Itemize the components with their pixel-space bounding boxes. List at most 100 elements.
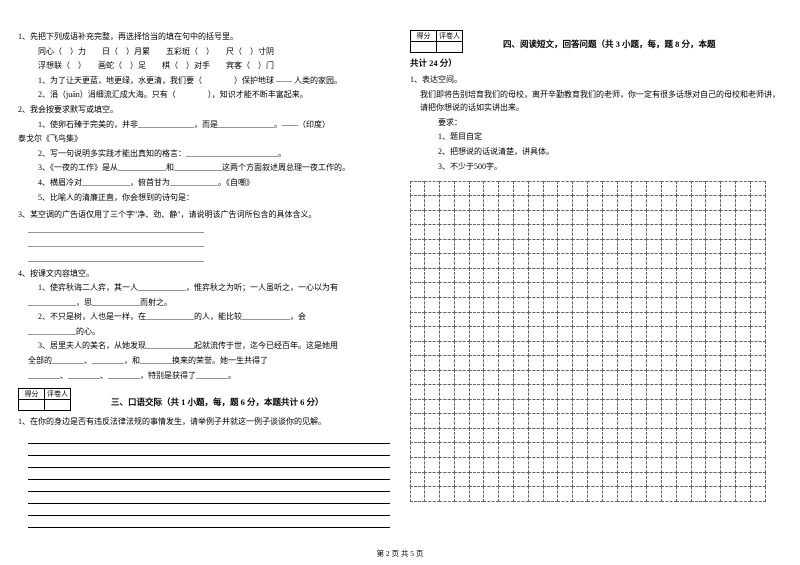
score-header-col2: 评卷人 [437,31,463,42]
grid-cell [587,268,603,284]
grid-cell [720,312,736,328]
grid-cell [646,370,662,386]
grid-cell [572,210,588,226]
grid-cell [631,253,647,269]
q3-b3: ________________________________________… [18,252,390,266]
grid-cell [543,355,559,371]
grid-cell [557,312,573,328]
grid-cell [720,472,736,488]
grid-cell [439,457,455,473]
grid-cell [676,239,692,255]
grid-cell [661,355,677,371]
grid-cell [631,282,647,298]
grid-cell [424,399,440,415]
grid-cell [513,442,529,458]
grid-cell [454,472,470,488]
grid-cell [720,370,736,386]
grid-cell [705,413,721,429]
grid-cell [705,312,721,328]
grid-cell [735,370,751,386]
grid-cell [631,312,647,328]
grid-cell [572,268,588,284]
grid-cell [720,297,736,313]
score-cell [45,400,71,411]
grid-cell [572,181,588,197]
grid-cell [454,486,470,502]
grid-cell [676,370,692,386]
score-table-4: 得分 评卷人 [410,30,463,53]
grid-cell [750,239,766,255]
grid-cell [617,312,633,328]
grid-cell [587,384,603,400]
grid-cell [735,210,751,226]
grid-cell [631,457,647,473]
grid-cell [661,253,677,269]
grid-cell [439,253,455,269]
grid-cell [705,326,721,342]
grid-cell [631,399,647,415]
grid-cell [691,195,707,211]
grid-cell [498,341,514,357]
grid-cell [513,253,529,269]
grid-cell [617,472,633,488]
grid-cell [528,457,544,473]
grid-cell [676,413,692,429]
grid-cell [454,413,470,429]
grid-cell [454,195,470,211]
grid-cell [720,253,736,269]
grid-cell [691,341,707,357]
grid-cell [498,195,514,211]
grid-cell [410,195,426,211]
grid-cell [498,355,514,371]
grid-cell [646,442,662,458]
grid-cell [572,442,588,458]
grid-cell [572,253,588,269]
grid-cell [483,413,499,429]
r-q1-r3: 3、不少于500字。 [410,160,782,174]
grid-cell [543,341,559,357]
grid-cell [750,384,766,400]
grid-cell [587,370,603,386]
grid-cell [454,181,470,197]
grid-cell [528,384,544,400]
grid-cell [587,224,603,240]
grid-cell [528,181,544,197]
score-cell [437,42,463,53]
grid-cell [661,297,677,313]
grid-cell [750,355,766,371]
grid-cell [735,472,751,488]
grid-cell [735,326,751,342]
grid-cell [424,442,440,458]
grid-cell [602,442,618,458]
grid-cell [543,399,559,415]
grid-cell [513,210,529,226]
grid-cell [587,326,603,342]
grid-cell [676,181,692,197]
q2-stem: 2、我会按要求默写或填空。 [18,103,390,117]
grid-cell [602,195,618,211]
grid-cell [720,239,736,255]
grid-cell [439,384,455,400]
grid-cell [691,472,707,488]
grid-cell [410,442,426,458]
grid-cell [631,486,647,502]
writing-grid [410,181,765,501]
grid-cell [646,326,662,342]
grid-cell [750,370,766,386]
grid-cell [617,268,633,284]
grid-cell [543,297,559,313]
grid-cell [424,210,440,226]
grid-cell [439,268,455,284]
grid-cell [483,355,499,371]
grid-cell [735,486,751,502]
score-row-section3: 得分 评卷人 三、口语交际（共 1 小题，每，题 6 分，本题共计 6 分） [18,388,390,411]
grid-cell [646,210,662,226]
grid-cell [587,210,603,226]
grid-cell [646,224,662,240]
grid-cell [572,428,588,444]
grid-cell [469,224,485,240]
grid-cell [691,355,707,371]
grid-cell [483,239,499,255]
grid-cell [676,282,692,298]
grid-cell [557,370,573,386]
